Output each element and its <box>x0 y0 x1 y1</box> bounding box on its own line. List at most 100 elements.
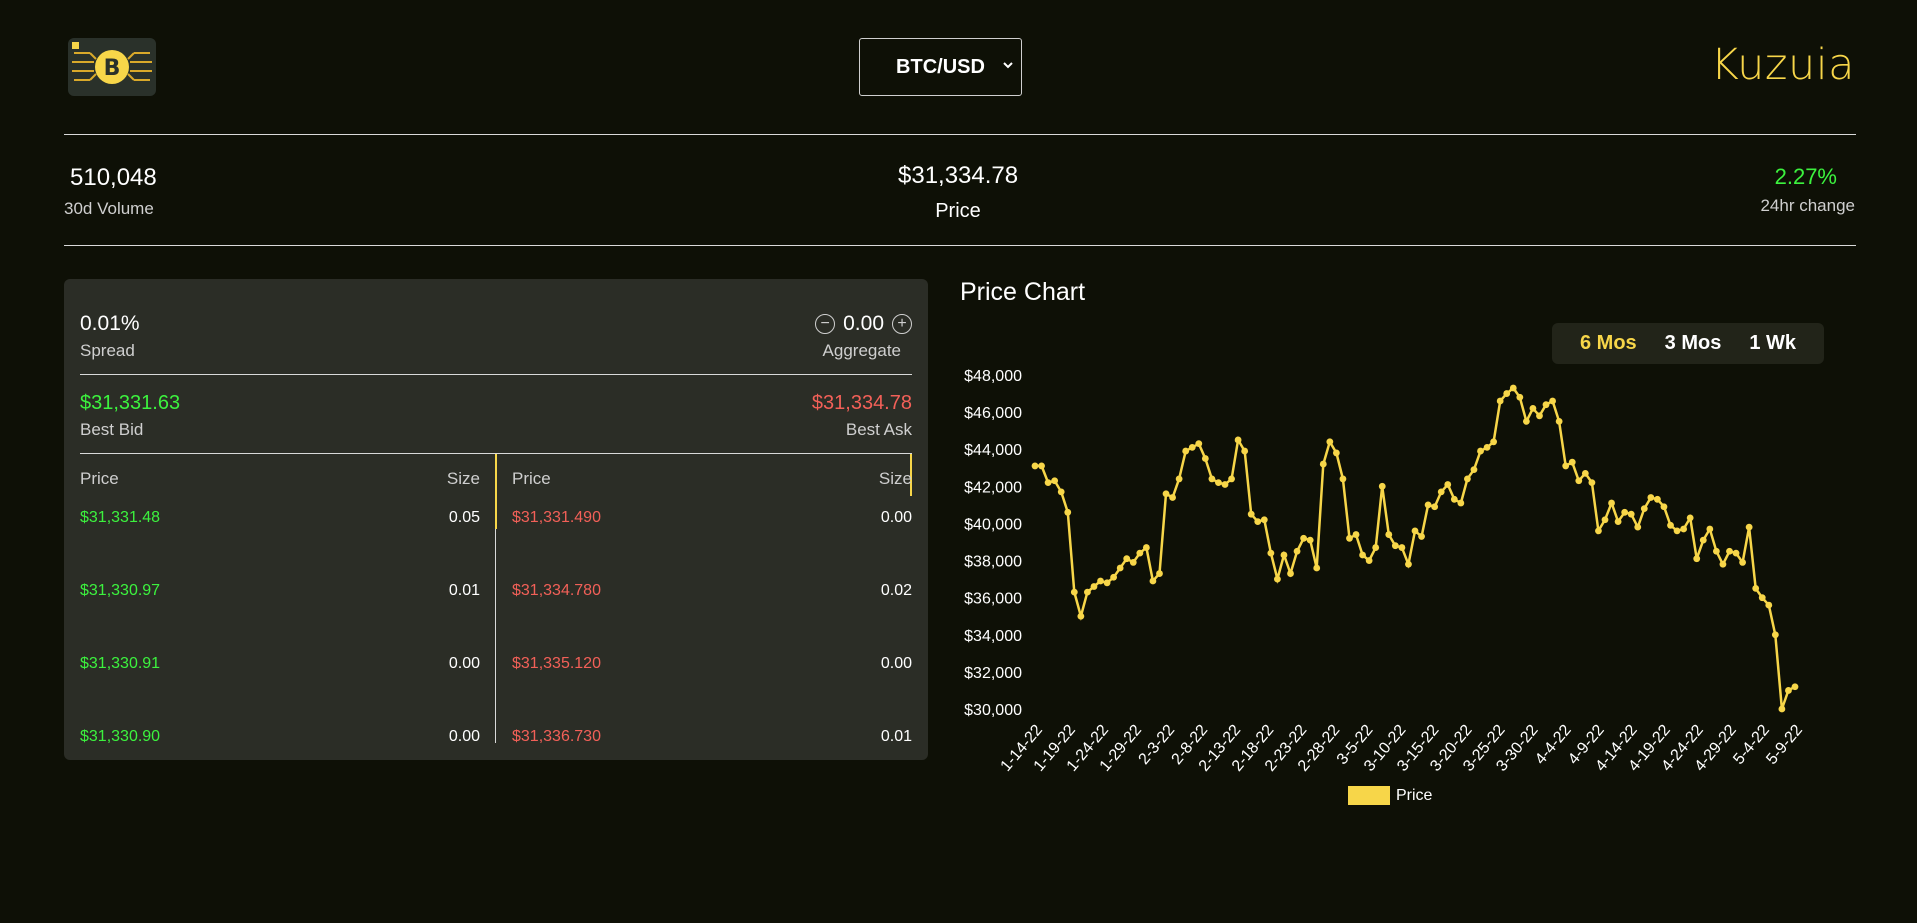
price-point[interactable] <box>1378 482 1386 490</box>
price-point[interactable] <box>1280 551 1288 559</box>
price-point[interactable] <box>1234 436 1242 444</box>
minus-circle-icon[interactable]: − <box>815 314 836 334</box>
price-point[interactable] <box>1549 397 1556 405</box>
bid-row[interactable]: $31,331.48 0.05 <box>80 509 480 582</box>
price-point[interactable] <box>1313 564 1321 572</box>
bid-row[interactable]: $31,330.97 0.01 <box>80 582 480 655</box>
price-point[interactable] <box>1457 499 1465 507</box>
price-point[interactable] <box>1785 687 1792 694</box>
price-point[interactable] <box>1411 527 1419 535</box>
ask-row[interactable]: $31,336.730 0.01 <box>512 728 912 743</box>
price-point[interactable] <box>1267 549 1275 557</box>
price-point[interactable] <box>1070 588 1078 596</box>
price-point[interactable] <box>1149 577 1157 585</box>
price-point[interactable] <box>1418 533 1425 540</box>
price-point[interactable] <box>1503 390 1511 397</box>
price-point[interactable] <box>1752 584 1760 592</box>
price-point[interactable] <box>1182 447 1190 455</box>
price-point[interactable] <box>1051 477 1059 485</box>
price-point[interactable] <box>1680 525 1688 533</box>
price-point[interactable] <box>1706 525 1714 533</box>
price-point[interactable] <box>1509 384 1517 392</box>
price-point[interactable] <box>1241 447 1249 455</box>
price-point[interactable] <box>1352 531 1360 538</box>
price-point[interactable] <box>1601 516 1609 524</box>
price-point[interactable] <box>1391 542 1399 550</box>
price-point[interactable] <box>1536 412 1543 420</box>
price-point[interactable] <box>1332 449 1340 457</box>
price-point[interactable] <box>1719 560 1727 568</box>
price-point[interactable] <box>1208 475 1216 483</box>
ask-row[interactable]: $31,335.120 0.00 <box>512 655 912 728</box>
price-point[interactable] <box>1188 443 1196 451</box>
price-point[interactable] <box>1195 440 1203 448</box>
price-point[interactable] <box>1215 479 1222 487</box>
price-point[interactable] <box>1103 579 1111 587</box>
price-point[interactable] <box>1732 549 1740 557</box>
range-3mos-button[interactable]: 3 Mos <box>1664 332 1722 354</box>
price-point[interactable] <box>1097 577 1104 585</box>
price-point[interactable] <box>1162 490 1170 498</box>
price-point[interactable] <box>1254 518 1262 525</box>
price-point[interactable] <box>1627 510 1635 518</box>
price-point[interactable] <box>1156 570 1163 577</box>
price-point[interactable] <box>1319 460 1327 468</box>
price-point[interactable] <box>1300 534 1308 542</box>
price-point[interactable] <box>1057 488 1065 496</box>
price-point[interactable] <box>1575 477 1583 485</box>
price-point[interactable] <box>1142 544 1150 551</box>
price-point[interactable] <box>1293 547 1301 555</box>
price-point[interactable] <box>1038 462 1045 470</box>
price-point[interactable] <box>1588 479 1596 487</box>
price-point[interactable] <box>1555 417 1563 425</box>
price-point[interactable] <box>1654 495 1661 503</box>
price-point[interactable] <box>1274 575 1281 583</box>
price-point[interactable] <box>1464 475 1471 483</box>
price-point[interactable] <box>1201 455 1209 462</box>
price-point[interactable] <box>1765 601 1773 609</box>
price-point[interactable] <box>1260 516 1268 524</box>
price-point[interactable] <box>1031 462 1039 470</box>
price-point[interactable] <box>1084 588 1091 596</box>
price-point[interactable] <box>1640 505 1648 512</box>
price-point[interactable] <box>1667 521 1674 529</box>
ask-row[interactable]: $31,331.490 0.00 <box>512 509 912 582</box>
price-point[interactable] <box>1169 494 1176 501</box>
pair-select[interactable]: BTC/USD <box>859 38 1022 96</box>
price-point[interactable] <box>1647 494 1655 501</box>
ask-row[interactable]: $31,334.780 0.02 <box>512 582 912 655</box>
asks-scrollbar[interactable] <box>910 454 912 496</box>
price-point[interactable] <box>1542 401 1550 409</box>
price-point[interactable] <box>1496 397 1504 405</box>
price-point[interactable] <box>1221 481 1229 488</box>
price-point[interactable] <box>1064 508 1072 516</box>
price-point[interactable] <box>1116 564 1124 572</box>
price-point[interactable] <box>1581 469 1589 477</box>
price-point[interactable] <box>1562 462 1570 470</box>
price-point[interactable] <box>1077 612 1085 620</box>
range-1wk-button[interactable]: 1 Wk <box>1749 332 1797 354</box>
price-point[interactable] <box>1621 508 1629 516</box>
price-point[interactable] <box>1490 438 1498 446</box>
price-point[interactable] <box>1791 683 1799 691</box>
price-point[interactable] <box>1470 466 1478 474</box>
bid-row[interactable]: $31,330.90 0.00 <box>80 728 480 743</box>
price-point[interactable] <box>1359 551 1366 559</box>
price-point[interactable] <box>1129 559 1137 566</box>
price-point[interactable] <box>1529 405 1537 412</box>
price-point[interactable] <box>1365 557 1373 564</box>
price-point[interactable] <box>1346 534 1353 542</box>
price-point[interactable] <box>1136 549 1144 557</box>
price-point[interactable] <box>1385 531 1393 538</box>
price-point[interactable] <box>1110 573 1118 581</box>
bids-scrollbar[interactable] <box>495 454 497 529</box>
price-point[interactable] <box>1726 547 1733 555</box>
price-point[interactable] <box>1516 393 1524 401</box>
price-point[interactable] <box>1712 547 1720 555</box>
price-point[interactable] <box>1477 447 1484 455</box>
price-point[interactable] <box>1745 523 1753 531</box>
price-point[interactable] <box>1758 594 1766 602</box>
price-point[interactable] <box>1372 544 1380 551</box>
price-point[interactable] <box>1123 555 1131 563</box>
price-point[interactable] <box>1634 523 1642 531</box>
